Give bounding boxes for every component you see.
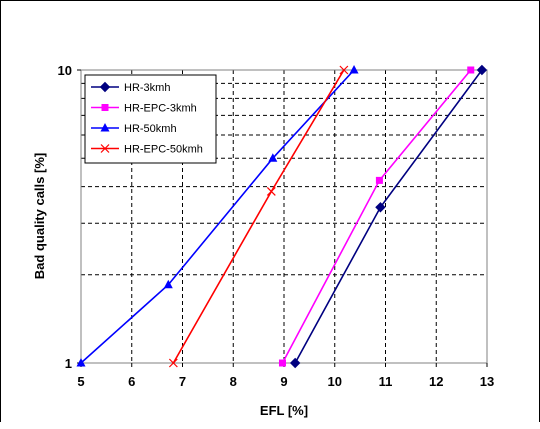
legend-label: HR-3kmh [124, 82, 170, 94]
series-line [294, 70, 483, 363]
x-tick-label: 5 [77, 374, 84, 389]
legend-marker [99, 81, 111, 93]
series-HR-EPC-3kmh [278, 66, 475, 367]
x-tick-label: 10 [328, 374, 342, 389]
x-tick-label: 6 [128, 374, 135, 389]
legend-entry: HR-3kmh [91, 81, 170, 94]
data-point [163, 279, 173, 289]
legend-marker [100, 123, 110, 132]
legend-entry: HR-EPC-3kmh [91, 103, 197, 115]
y-axis-ticks: 1 10 [58, 63, 81, 371]
data-point [278, 359, 286, 367]
series-HR-50kmh [76, 65, 359, 367]
x-tick-label: 11 [379, 374, 393, 389]
legend-label: HR-EPC-3kmh [124, 103, 197, 115]
x-tick-label: 13 [480, 374, 494, 389]
legend: HR-3kmh HR-EPC-3kmh HR-50kmh HR-EPC-50kmh [84, 74, 217, 164]
data-point [266, 187, 276, 196]
data-point [375, 202, 386, 213]
legend-marker [100, 144, 110, 153]
legend-entry: HR-EPC-50kmh [91, 144, 203, 156]
data-point [375, 176, 383, 184]
data-point [76, 358, 86, 367]
data-point [168, 358, 178, 368]
legend-label: HR-50kmh [124, 123, 177, 135]
data-point [339, 65, 349, 75]
x-tick-label: 7 [179, 374, 186, 389]
data-point [467, 66, 475, 74]
series-group [76, 64, 488, 369]
x-tick-label: 9 [280, 374, 287, 389]
series-HR-3kmh [289, 64, 488, 369]
series-HR-EPC-50kmh [168, 65, 349, 368]
gridlines [81, 70, 487, 363]
legend-label: HR-EPC-50kmh [124, 144, 203, 156]
data-point [349, 65, 359, 74]
series-line [281, 70, 472, 363]
y-axis-title: Bad quality calls [%] [32, 153, 47, 279]
legend-entry: HR-50kmh [91, 123, 177, 135]
data-point [476, 64, 488, 76]
legend-marker [101, 104, 109, 111]
x-tick-label: 8 [230, 374, 237, 389]
x-axis-title: EFL [%] [260, 403, 308, 418]
x-tick-label: 12 [429, 374, 443, 389]
series-line [81, 70, 355, 363]
y-tick-label: 10 [58, 63, 72, 78]
x-axis-ticks: 5 6 7 8 9 10 11 12 13 [77, 363, 494, 389]
data-point [268, 153, 278, 162]
y-tick-label: 1 [65, 356, 72, 371]
data-point [289, 357, 301, 369]
